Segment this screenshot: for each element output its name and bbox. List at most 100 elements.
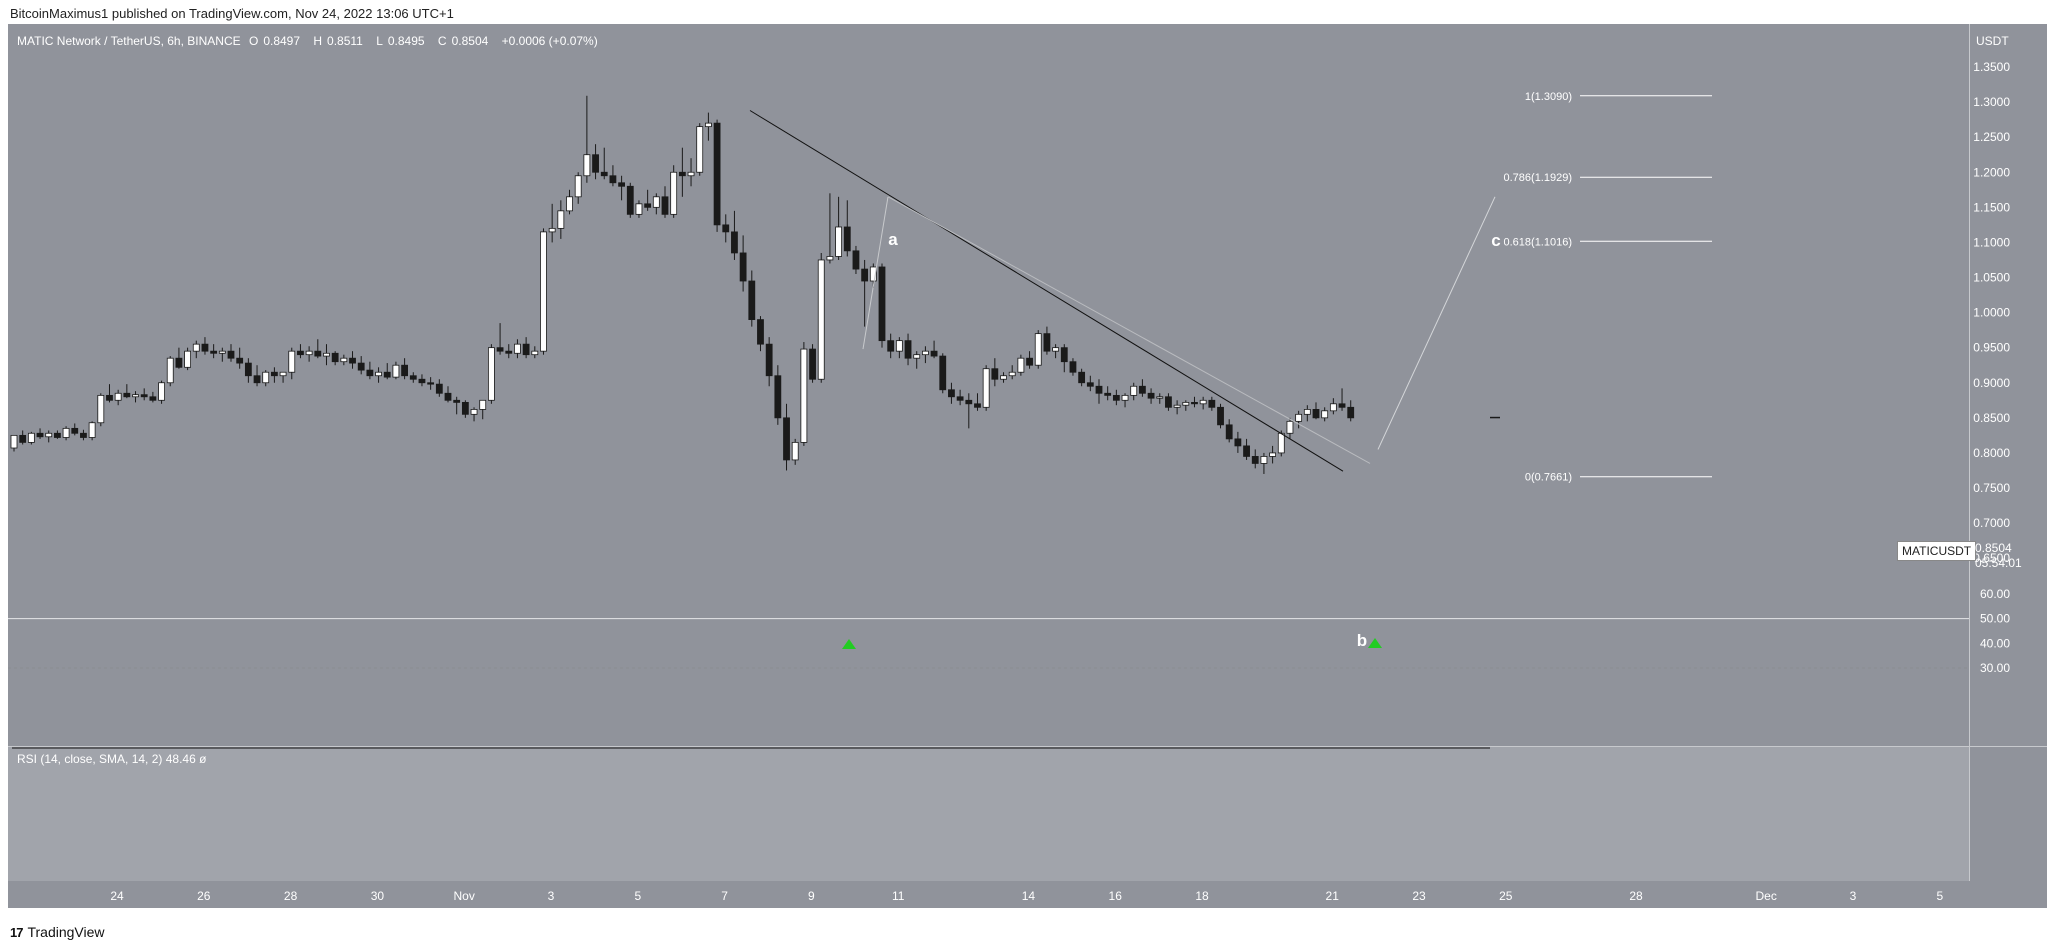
fib-level-label: 1(1.3090)	[1525, 91, 1572, 103]
bear-candle	[1060, 347, 1068, 363]
bull-candle	[1260, 456, 1268, 464]
date-tick-label: 30	[371, 889, 385, 903]
date-tick-label: 25	[1499, 889, 1513, 903]
bear-candle	[1069, 361, 1077, 373]
bull-candle	[1156, 396, 1164, 399]
bull-candle	[670, 171, 678, 215]
bear-candle	[1347, 406, 1355, 419]
bull-candle	[835, 226, 842, 257]
bear-candle	[939, 355, 947, 391]
bear-candle	[383, 371, 391, 378]
price-tick-label: 0.6500	[1973, 551, 2010, 565]
bull-candle	[470, 409, 478, 415]
bear-candle	[748, 280, 756, 320]
bear-candle	[731, 231, 738, 254]
bull-candle	[62, 427, 70, 438]
ohlc-high: H 0.8511	[313, 34, 367, 48]
price-tick-label: 1.3000	[1973, 95, 2010, 109]
bull-candle	[583, 154, 591, 177]
bear-candle	[505, 350, 513, 354]
bear-candle	[227, 350, 235, 359]
bull-candle	[1173, 404, 1181, 408]
rsi-legend[interactable]: RSI (14, close, SMA, 14, 2) 48.46 ø	[17, 752, 206, 766]
date-tick-label: 26	[197, 889, 211, 903]
bear-candle	[1312, 409, 1320, 419]
date-tick-label: 5	[634, 889, 641, 903]
date-tick-label: 28	[1629, 889, 1643, 903]
wave-label-a: a	[888, 230, 898, 249]
bear-candle	[522, 343, 530, 356]
bull-candle	[652, 196, 660, 208]
date-tick-label: 9	[808, 889, 815, 903]
close-value: 0.8504	[451, 34, 489, 48]
fib-level-label: 0(0.7661)	[1525, 472, 1572, 484]
bear-candle	[1234, 438, 1242, 447]
date-tick-label: 28	[284, 889, 298, 903]
bear-candle	[609, 175, 617, 184]
bear-candle	[626, 185, 634, 215]
date-tick-label: 18	[1195, 889, 1209, 903]
open-value: 0.8497	[263, 34, 301, 48]
bear-candle	[887, 340, 895, 352]
bear-candle	[1165, 396, 1172, 408]
bear-candle	[974, 403, 981, 408]
price-tick-label: 0.9500	[1973, 341, 2010, 355]
price-axis-background	[1969, 24, 2047, 881]
bull-candle	[1034, 333, 1042, 366]
bull-candle	[479, 399, 487, 410]
price-tick-label: 1.3500	[1973, 60, 2010, 74]
bull-candle	[566, 196, 573, 212]
rsi-tick-label: 60.00	[1980, 587, 2010, 601]
bull-candle	[1121, 394, 1129, 401]
tradingview-footer[interactable]: 17 TradingView	[10, 924, 105, 940]
bear-candle	[357, 362, 365, 371]
date-tick-label: 5	[1936, 889, 1943, 903]
bull-candle	[262, 371, 270, 384]
bear-candle	[1104, 392, 1112, 396]
bull-candle	[166, 357, 174, 384]
last-price: 0.8504	[1975, 541, 2012, 555]
bull-candle	[375, 371, 382, 377]
rsi-tick-label: 50.00	[1980, 612, 2010, 626]
price-tick-label: 1.0500	[1973, 271, 2010, 285]
wave-path-b	[887, 196, 1371, 464]
date-tick-label: 23	[1412, 889, 1426, 903]
bear-candle	[453, 399, 461, 403]
bull-candle	[288, 350, 296, 373]
bull-candle	[696, 126, 704, 173]
bear-candle	[739, 252, 747, 282]
bull-candle	[1000, 375, 1007, 380]
bull-candle	[45, 432, 53, 438]
wave-path-c	[1377, 196, 1496, 450]
last-price-badge: 0.8504 05:54:01	[1975, 541, 2022, 571]
price-tick-label: 0.7000	[1973, 516, 2010, 530]
bear-candle	[1026, 357, 1033, 366]
bull-candle	[1286, 420, 1294, 434]
date-tick-label: 16	[1109, 889, 1123, 903]
bear-candle	[904, 340, 912, 359]
bear-candle	[1147, 392, 1155, 399]
bear-candle	[757, 319, 764, 345]
bull-candle	[557, 210, 565, 229]
bull-candle	[1303, 409, 1311, 415]
symbol-title[interactable]: MATIC Network / TetherUS, 6h, BINANCE	[17, 34, 241, 48]
descending-trendline	[749, 110, 1344, 472]
bull-candle	[192, 343, 200, 352]
bear-candle	[861, 268, 869, 282]
change-value: +0.0006 (+0.07%)	[501, 34, 598, 48]
rsi-extra: ø	[199, 752, 207, 766]
bull-candle	[97, 394, 105, 424]
bear-candle	[678, 171, 686, 177]
bear-candle	[297, 350, 304, 356]
ohlc-open: O 0.8497	[249, 34, 305, 48]
bull-candle	[1199, 399, 1207, 405]
rsi-value: 48.46	[165, 752, 196, 766]
publisher-header: BitcoinMaximus1 published on TradingView…	[10, 6, 454, 21]
bear-candle	[661, 196, 669, 215]
bear-candle	[1191, 401, 1198, 405]
bear-candle	[644, 203, 652, 208]
bull-candle	[531, 350, 539, 356]
bear-candle	[878, 266, 886, 342]
bull-candle	[323, 352, 330, 357]
